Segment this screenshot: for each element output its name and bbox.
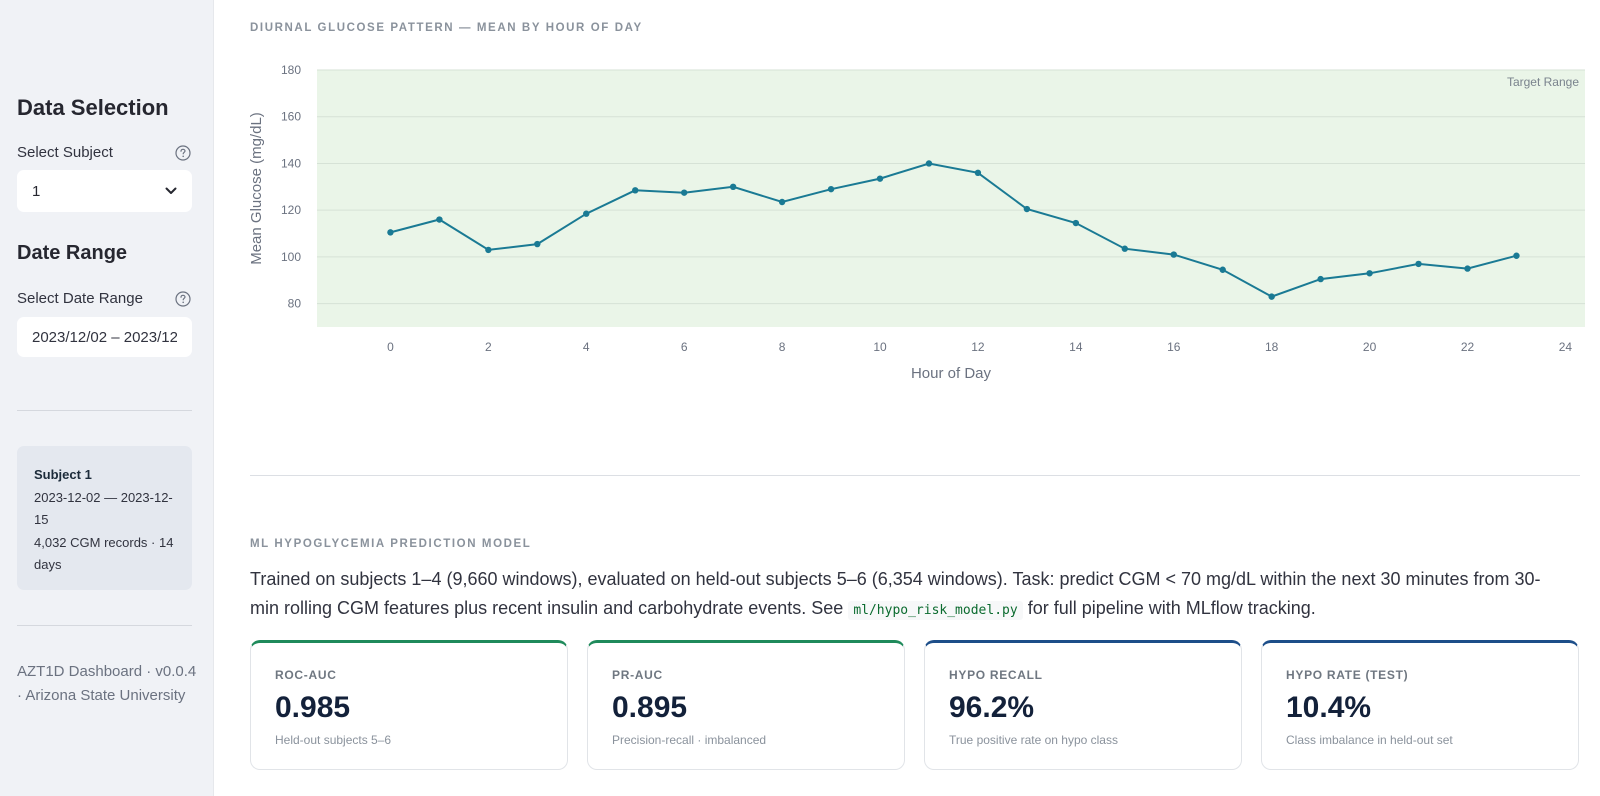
data-point [1317,275,1324,283]
sidebar-divider [17,410,192,411]
sidebar: Data Selection Select Subject 1 Date Ran… [0,0,214,796]
help-icon[interactable] [175,145,191,161]
data-point [1513,252,1520,259]
target-range-band [317,70,1585,327]
metric-label: PR-AUC [612,668,663,682]
metric-caption: Class imbalance in held-out set [1286,733,1453,747]
metric-caption: Held-out subjects 5–6 [275,733,392,747]
section-divider [250,475,1580,476]
y-tick-label: 140 [281,156,301,170]
metric-card-hypo-recall: HYPO RECALL 96.2% True positive rate on … [924,640,1242,770]
app-footer: AZT1D Dashboard · v0.0.4 · Arizona State… [17,663,197,704]
model-file-path: ml/hypo_risk_model.py [848,601,1023,620]
y-tick-label: 100 [281,250,301,264]
data-point [680,189,688,196]
x-tick-label: 2 [485,340,492,354]
data-point [1219,266,1226,273]
sidebar-divider [17,625,192,626]
x-tick-label: 4 [583,340,590,354]
metric-label: HYPO RATE (TEST) [1286,668,1409,682]
chevron-down-icon [165,187,177,194]
subject-select-value: 1 [32,182,41,200]
x-tick-label: 12 [971,340,985,354]
data-point [1023,205,1031,213]
ml-description-text: Trained on subjects 1–4 (9,660 windows),… [250,569,1541,618]
data-point [1072,219,1080,227]
x-tick-label: 14 [1069,340,1083,354]
data-point [387,229,394,236]
subject-info-dates: 2023-12-02 — 2023-12-15 [34,489,173,528]
chart-gridlines [317,69,1585,305]
data-point [925,160,933,167]
x-tick-label: 10 [873,340,887,354]
data-point [778,198,786,206]
data-point [436,216,443,223]
x-tick-label: 18 [1265,340,1279,354]
x-axis-ticks: 0 2 4 6 8 10 12 14 16 18 20 22 24 [387,340,1572,354]
subject-select[interactable]: 1 [17,170,192,212]
metric-label: HYPO RECALL [949,668,1043,682]
x-tick-label: 8 [779,340,786,354]
y-tick-label: 120 [281,203,301,217]
series-points [387,160,1520,300]
series-line [390,162,1517,298]
data-point [1121,245,1128,252]
y-axis-title: Mean Glucose (mg/dL) [250,112,265,265]
data-point [1366,270,1373,277]
metric-caption: True positive rate on hypo class [949,733,1118,747]
chart-section-title: DIURNAL GLUCOSE PATTERN — MEAN BY HOUR O… [250,22,643,34]
data-point [1464,265,1471,272]
data-point [1415,260,1422,268]
x-tick-label: 6 [681,340,688,354]
metric-card-hypo-rate: HYPO RATE (TEST) 10.4% Class imbalance i… [1261,640,1579,770]
subject-info-records: 4,032 CGM records · 14 days [34,534,174,573]
data-point [1268,293,1275,300]
x-tick-label: 24 [1559,340,1573,354]
data-point [974,169,982,176]
data-selection-heading: Data Selection [17,95,169,120]
y-tick-label: 80 [288,297,302,311]
band-label: Target Range [1507,75,1579,89]
metric-card-pr-auc: PR-AUC 0.895 Precision-recall · imbalanc… [587,640,905,770]
data-point [827,185,835,193]
metric-value: 10.4% [1286,691,1372,724]
data-point [1170,251,1177,258]
data-point [729,183,737,191]
x-tick-label: 0 [387,340,394,354]
metric-value: 0.985 [275,691,351,724]
select-subject-label: Select Subject [17,144,113,161]
data-point [632,187,639,194]
x-axis-title: Hour of Day [911,365,992,382]
help-icon[interactable] [175,291,191,307]
x-tick-label: 22 [1461,340,1475,354]
metric-caption: Precision-recall · imbalanced [612,733,767,747]
y-tick-label: 160 [281,110,301,124]
y-tick-label: 180 [281,63,301,77]
metric-label: ROC-AUC [275,668,337,682]
ml-description-text: for full pipeline with MLflow tracking. [1022,598,1316,618]
x-tick-label: 16 [1167,340,1181,354]
subject-info-title: Subject 1 [34,467,92,482]
metric-value: 96.2% [949,691,1035,724]
ml-description: Trained on subjects 1–4 (9,660 windows),… [250,565,1550,625]
metric-card-roc-auc: ROC-AUC 0.985 Held-out subjects 5–6 [250,640,568,770]
date-range-heading: Date Range [17,242,128,264]
metric-value: 0.895 [612,691,688,724]
data-point [583,210,590,217]
subject-info-card: Subject 1 2023-12-02 — 2023-12-15 4,032 … [17,446,192,590]
date-range-input[interactable] [17,317,192,357]
data-point [485,246,492,254]
y-axis-ticks: 80 100 120 140 160 180 [281,63,301,311]
data-point [876,175,884,182]
x-tick-label: 20 [1363,340,1377,354]
ml-section-title: ML HYPOGLYCEMIA PREDICTION MODEL [250,538,532,550]
data-point [534,240,541,248]
select-date-range-label: Select Date Range [17,290,143,307]
